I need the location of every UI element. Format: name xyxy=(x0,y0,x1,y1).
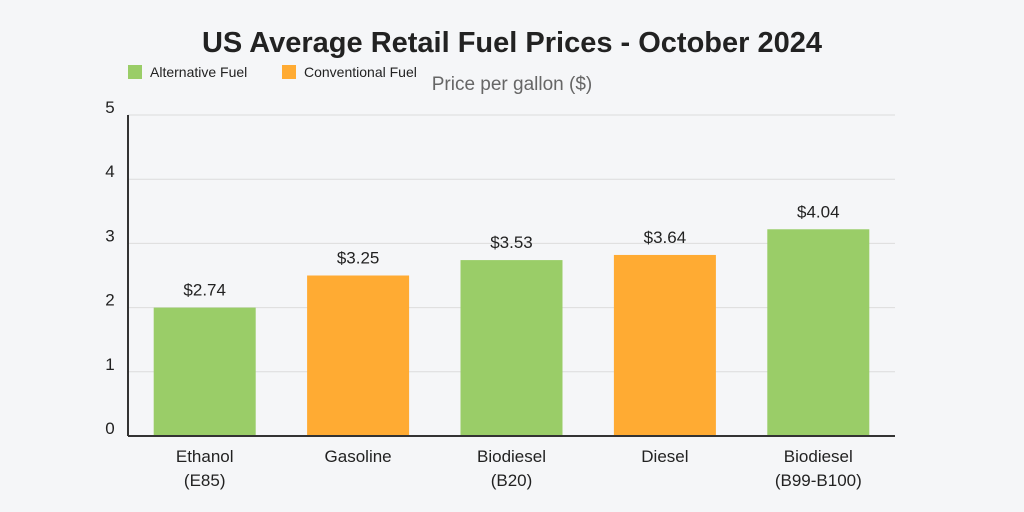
bar xyxy=(460,260,563,436)
bar xyxy=(153,307,256,436)
x-tick-label: Biodiesel xyxy=(477,447,546,466)
y-tick-label: 5 xyxy=(105,98,114,117)
grid-lines xyxy=(128,114,895,373)
legend-label: Alternative Fuel xyxy=(150,64,247,80)
data-label: $2.74 xyxy=(183,281,226,300)
bar xyxy=(613,254,716,436)
data-label: $3.64 xyxy=(644,228,687,247)
bar xyxy=(767,229,870,436)
bar xyxy=(307,275,410,436)
x-tick-label: (E85) xyxy=(184,471,226,490)
legend-label: Conventional Fuel xyxy=(304,64,417,80)
x-tick-label: (B99-B100) xyxy=(775,471,862,490)
x-axis-labels: Ethanol (E85) Gasoline Biodiesel (B20) Diesel… xyxy=(176,447,862,490)
bars xyxy=(153,229,870,436)
legend-swatch xyxy=(282,65,296,79)
y-tick-label: 1 xyxy=(105,355,114,374)
x-tick-label: Gasoline xyxy=(325,447,392,466)
y-tick-label: 4 xyxy=(105,162,114,181)
data-label: $3.25 xyxy=(337,249,380,268)
y-tick-label: 0 xyxy=(105,419,114,438)
data-label: $4.04 xyxy=(797,202,840,221)
y-tick-label: 2 xyxy=(105,291,114,310)
data-labels: $2.74 $3.25 $3.53 $3.64 $4.04 xyxy=(183,202,839,299)
chart-title: US Average Retail Fuel Prices - October … xyxy=(202,27,822,59)
x-tick-label: (B20) xyxy=(491,471,533,490)
y-axis-title: Price per gallon ($) xyxy=(432,74,593,95)
y-tick-label: 3 xyxy=(105,226,114,245)
data-label: $3.53 xyxy=(490,233,533,252)
legend: Alternative Fuel Conventional Fuel xyxy=(128,64,417,80)
y-axis-ticks: 0 1 2 3 4 5 xyxy=(105,98,114,438)
x-tick-label: Biodiesel xyxy=(784,447,853,466)
legend-swatch xyxy=(128,65,142,79)
x-tick-label: Diesel xyxy=(641,447,688,466)
x-tick-label: Ethanol xyxy=(176,447,234,466)
